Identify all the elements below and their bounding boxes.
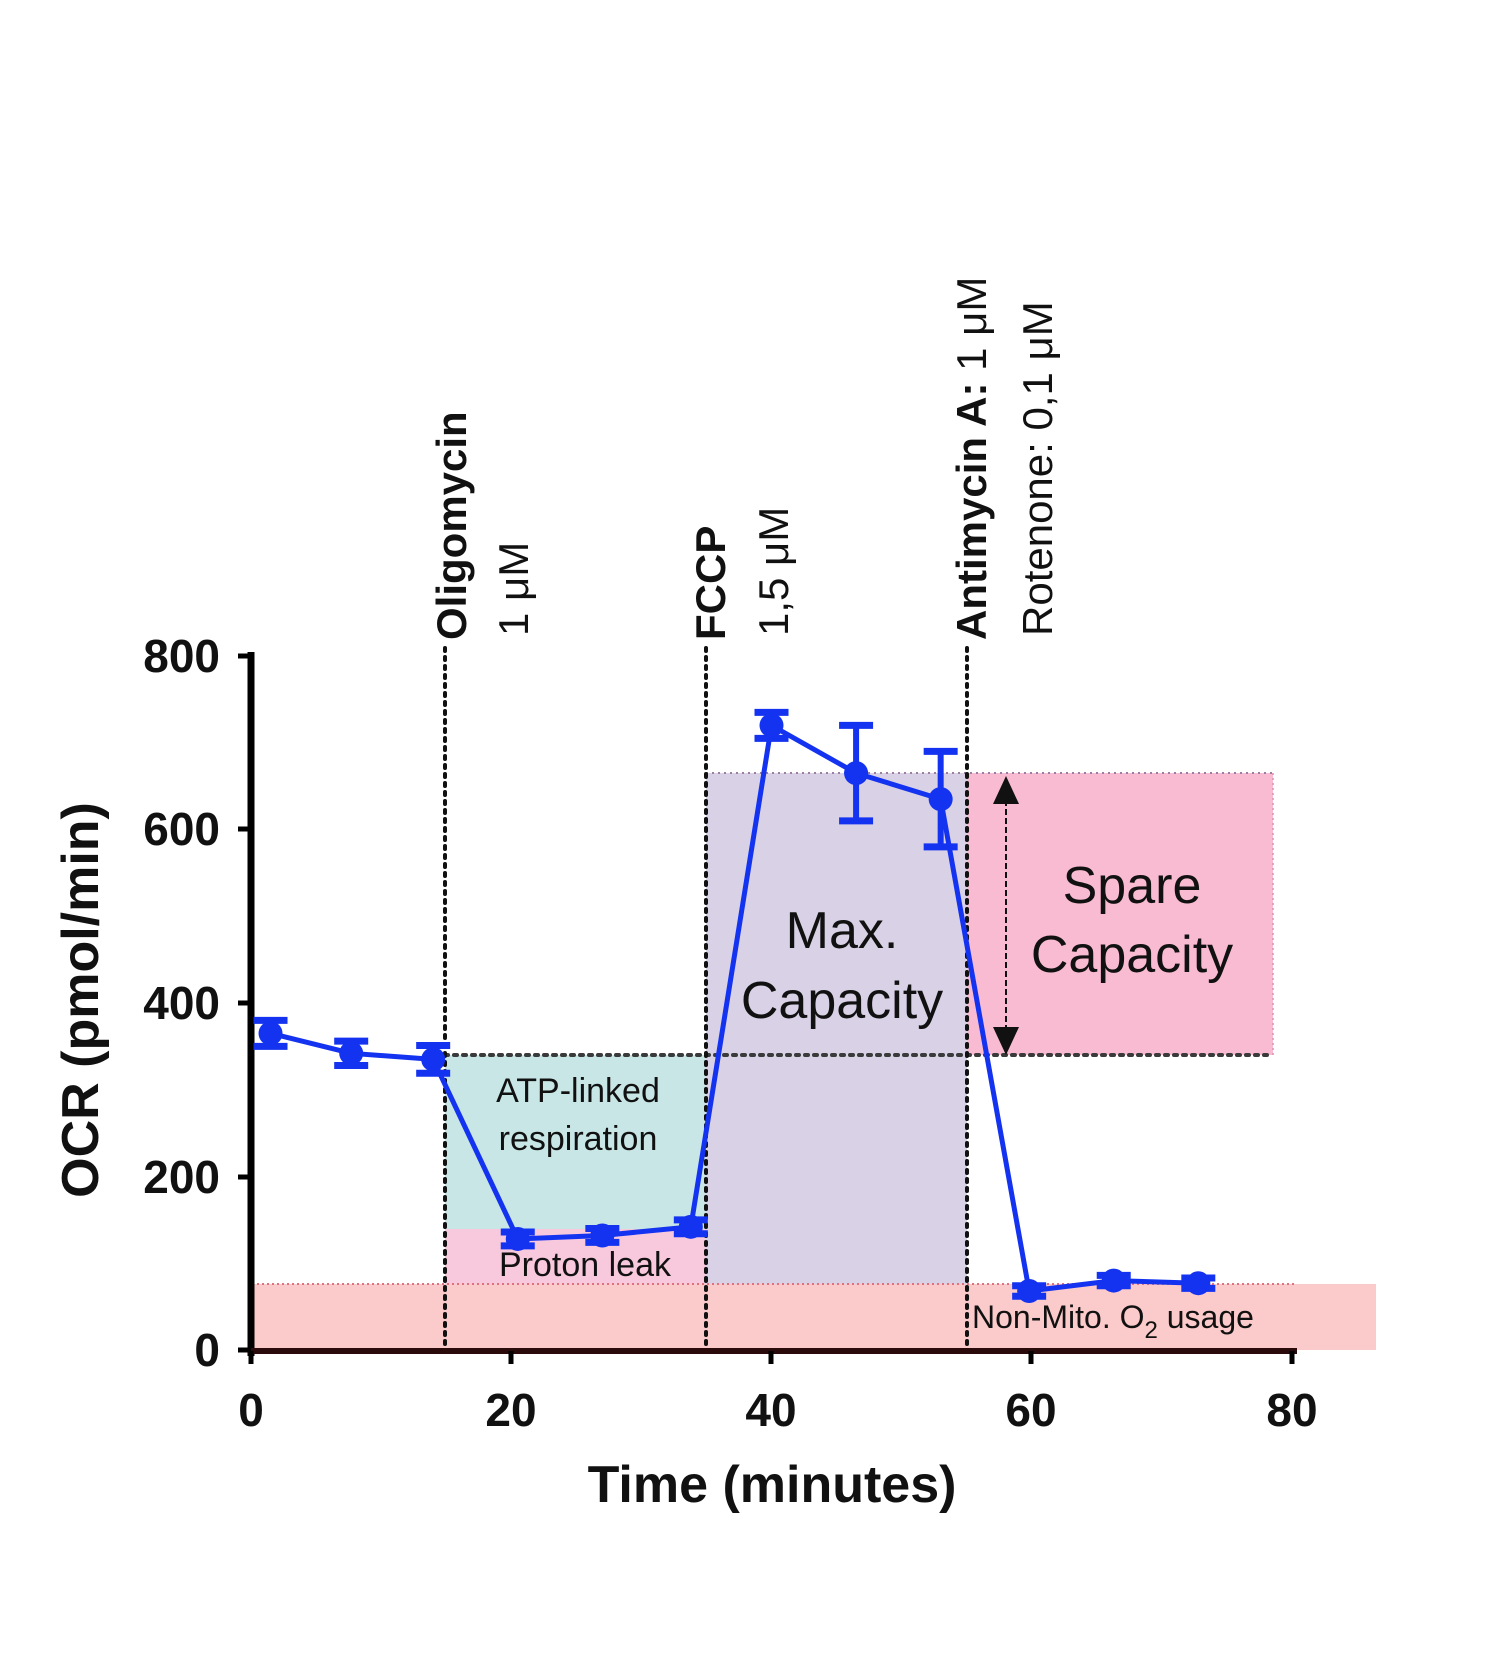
data-point <box>416 1042 451 1077</box>
data-point <box>754 708 789 742</box>
data-point <box>500 1226 535 1251</box>
x-tick-labels: 0 20 40 60 80 <box>238 1384 1317 1436</box>
svg-text:0: 0 <box>194 1324 220 1376</box>
antimycin-label: Antimycin A: 1 μM <box>948 277 995 640</box>
x-axis-title: Time (minutes) <box>588 1456 957 1514</box>
max-capacity-label-2: Capacity <box>741 972 943 1030</box>
fccp-label: FCCP <box>687 526 734 640</box>
injection-labels: Oligomycin 1 μM FCCP 1,5 μM Antimycin A:… <box>428 277 1061 640</box>
data-point <box>1181 1271 1216 1296</box>
y-tick-labels: 800 600 400 200 0 <box>143 630 220 1376</box>
svg-text:400: 400 <box>143 977 220 1029</box>
proton-leak-label: Proton leak <box>499 1246 672 1284</box>
oligomycin-dose: 1 μM <box>490 542 537 636</box>
data-point <box>253 1016 288 1050</box>
svg-text:80: 80 <box>1266 1384 1317 1436</box>
data-point <box>673 1214 708 1239</box>
data-point <box>839 721 874 825</box>
region-non-mito <box>252 1284 1376 1350</box>
svg-text:60: 60 <box>1005 1384 1056 1436</box>
fccp-dose: 1,5 μM <box>750 507 797 636</box>
rotenone-label: Rotenone: 0,1 μM <box>1014 301 1061 636</box>
svg-text:0: 0 <box>238 1384 264 1436</box>
atp-label-1: ATP-linked <box>496 1072 660 1110</box>
spare-capacity-label-2: Capacity <box>1031 926 1233 984</box>
y-axis-title: OCR (pmol/min) <box>52 802 110 1198</box>
data-point <box>1012 1279 1047 1304</box>
svg-text:200: 200 <box>143 1151 220 1203</box>
oligomycin-label: Oligomycin <box>428 411 475 640</box>
max-capacity-label-1: Max. <box>786 902 899 960</box>
atp-label-2: respiration <box>499 1120 658 1158</box>
svg-text:600: 600 <box>143 803 220 855</box>
svg-text:800: 800 <box>143 630 220 682</box>
data-point <box>1096 1268 1131 1293</box>
region-spare-capacity <box>967 773 1273 1055</box>
svg-text:20: 20 <box>485 1384 536 1436</box>
region-atp-linked <box>445 1055 706 1229</box>
data-point <box>585 1223 620 1248</box>
spare-capacity-arrow-icon <box>993 776 1019 1055</box>
non-mito-label: Non-Mito. O2 usage <box>972 1299 1254 1344</box>
ocr-series <box>253 708 1216 1304</box>
region-labels: ATP-linked respiration Proton leak Max. … <box>496 857 1254 1344</box>
data-point <box>334 1037 369 1069</box>
svg-text:40: 40 <box>745 1384 796 1436</box>
data-point <box>923 747 958 851</box>
regions <box>252 772 1376 1350</box>
axes <box>238 652 1297 1364</box>
spare-capacity-label-1: Spare <box>1063 857 1202 915</box>
